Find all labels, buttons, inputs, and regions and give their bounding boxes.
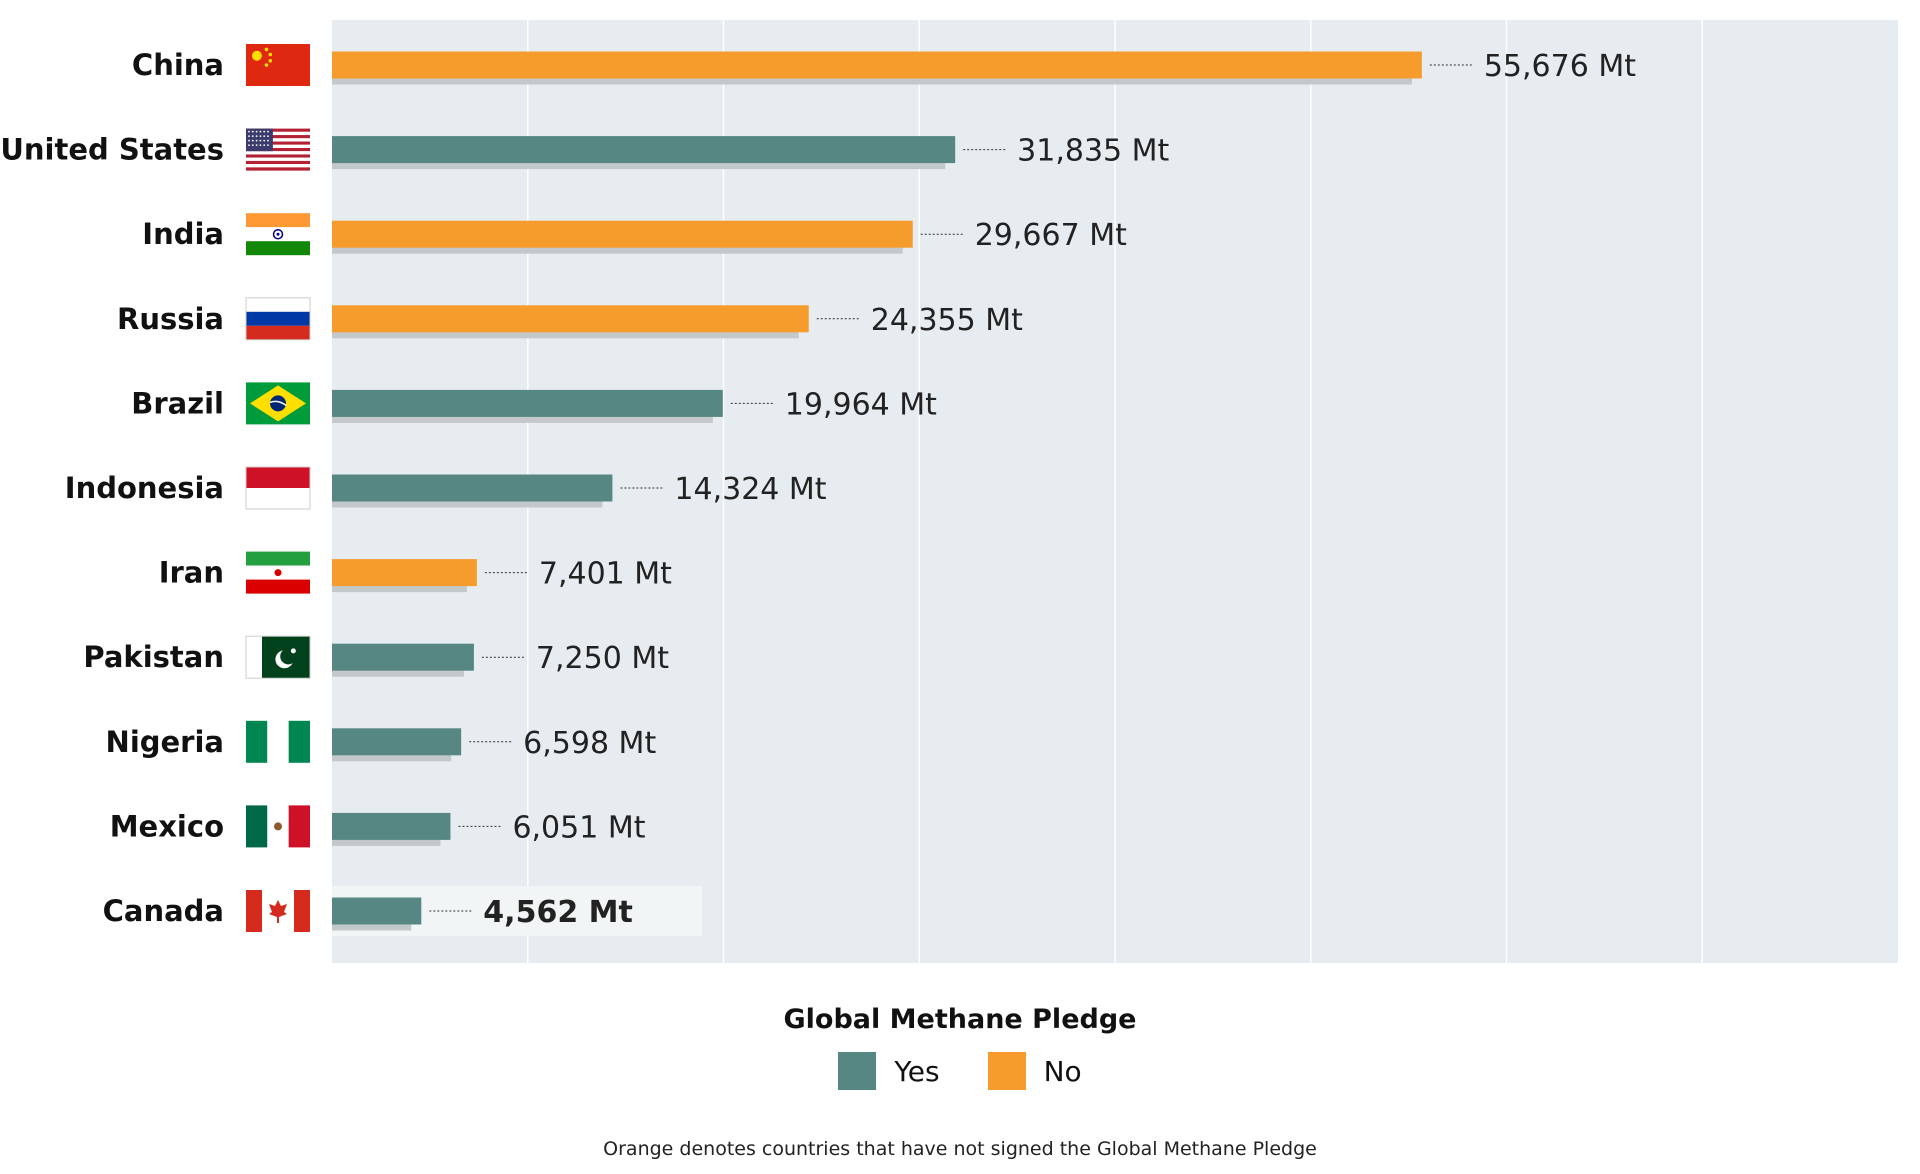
value-label-china: 55,676 Mt (1484, 49, 1636, 84)
value-label-indonesia: 14,324 Mt (674, 472, 826, 507)
bar-brazil (332, 389, 723, 417)
value-label-brazil: 19,964 Mt (785, 387, 937, 422)
country-label-mexico: Mexico (110, 809, 224, 843)
iran-flag-icon (246, 551, 310, 594)
bar-china (332, 51, 1422, 79)
bar-pakistan (332, 643, 474, 671)
legend-title: Global Methane Pledge (783, 1004, 1137, 1035)
country-label-united-states: United States (0, 133, 224, 167)
legend-label-yes: Yes (894, 1054, 940, 1088)
nigeria-flag-icon (246, 720, 310, 763)
usa-flag-icon (246, 128, 310, 171)
legend-item-yes: Yes (838, 1052, 940, 1090)
bar-iran (332, 559, 477, 587)
caption: Orange denotes countries that have not s… (603, 1138, 1317, 1160)
country-label-russia: Russia (117, 302, 224, 336)
value-label-russia: 24,355 Mt (871, 303, 1023, 338)
country-label-indonesia: Indonesia (65, 471, 224, 505)
legend-item-no: No (987, 1052, 1082, 1090)
china-flag-icon (246, 44, 310, 86)
legend-swatch-yes (838, 1052, 877, 1090)
country-label-india: India (142, 217, 224, 251)
value-label-pakistan: 7,250 Mt (536, 641, 669, 676)
legend-label-no: No (1043, 1054, 1082, 1088)
bar-united-states (332, 136, 956, 164)
value-label-mexico: 6,051 Mt (512, 810, 645, 845)
brazil-flag-icon (246, 382, 310, 425)
country-label-china: China (132, 48, 224, 82)
india-flag-icon (246, 213, 310, 256)
value-label-canada: 4,562 Mt (483, 895, 633, 930)
pakistan-flag-icon (245, 635, 311, 679)
value-label-iran: 7,401 Mt (539, 557, 672, 592)
bar-mexico (332, 812, 451, 840)
indonesia-flag-icon (245, 466, 311, 510)
country-label-canada: Canada (103, 894, 224, 928)
canada-flag-icon (246, 890, 310, 932)
legend-swatch-no (987, 1052, 1026, 1090)
value-label-united-states: 31,835 Mt (1017, 134, 1169, 169)
bar-india (332, 220, 913, 248)
country-label-iran: Iran (159, 556, 224, 590)
bar-nigeria (332, 728, 462, 756)
legend: Yes No (0, 1052, 1920, 1090)
bar-indonesia (332, 474, 613, 502)
bar-russia (332, 305, 809, 333)
country-label-nigeria: Nigeria (106, 725, 224, 759)
bar-canada (332, 897, 422, 925)
country-label-brazil: Brazil (131, 386, 224, 420)
value-label-india: 29,667 Mt (975, 218, 1127, 253)
mexico-flag-icon (246, 805, 310, 848)
country-label-pakistan: Pakistan (83, 640, 224, 674)
value-label-nigeria: 6,598 Mt (523, 726, 656, 761)
bar-chart: 55,676 Mt China 31,835 Mt United States 29,6… (0, 20, 1898, 963)
russia-flag-icon (245, 297, 311, 341)
